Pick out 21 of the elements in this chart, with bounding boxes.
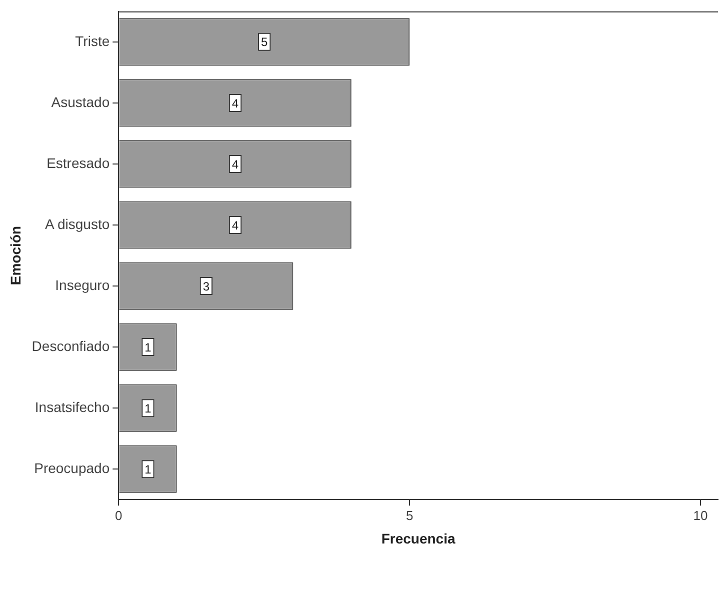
y-tick-label: Asustado xyxy=(51,94,110,110)
y-tick-label: Desconfiado xyxy=(32,338,110,354)
data-label: 1 xyxy=(144,340,152,354)
y-tick-label: Inseguro xyxy=(55,276,110,293)
data-label: 5 xyxy=(261,35,268,50)
y-tick-label: Estresado xyxy=(46,154,110,171)
data-label: 4 xyxy=(232,157,239,172)
x-tick-label: 5 xyxy=(406,508,414,523)
x-axis-title: Frecuencia xyxy=(381,530,456,546)
data-label: 1 xyxy=(144,462,152,476)
data-label: 3 xyxy=(202,279,210,294)
y-axis-title: Emoción xyxy=(7,226,24,286)
y-tick-label: A disgusto xyxy=(45,216,110,232)
x-tick-label: 10 xyxy=(693,508,708,523)
data-label: 4 xyxy=(232,218,239,232)
data-label: 1 xyxy=(144,401,152,416)
y-tick-label: Insatsifecho xyxy=(34,398,110,415)
x-tick-label: 0 xyxy=(115,508,122,523)
data-label: 4 xyxy=(232,96,239,110)
y-tick-label: Triste xyxy=(75,32,110,49)
y-tick-label: Preocupado xyxy=(34,460,110,476)
